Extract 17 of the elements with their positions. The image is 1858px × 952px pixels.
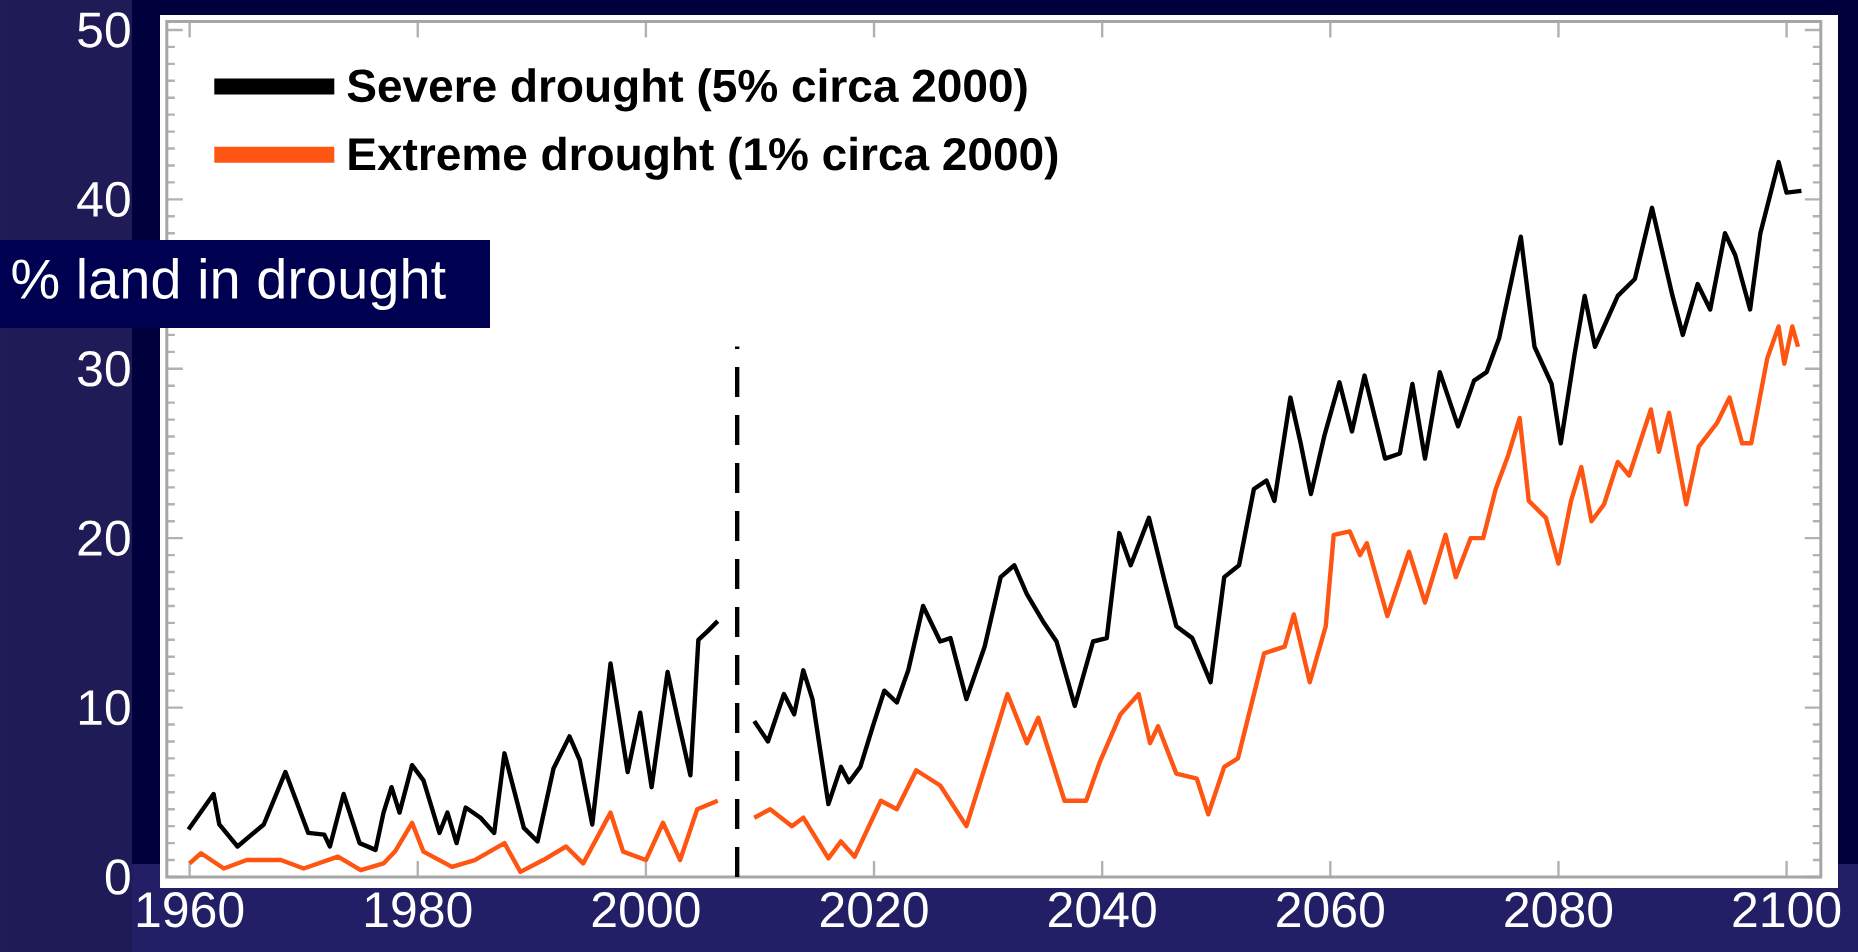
y-axis-title: % land in drought bbox=[12, 257, 446, 311]
y-tick-label: 20 bbox=[78, 520, 130, 556]
x-tick-label: 1960 bbox=[137, 892, 244, 928]
x-tick-label: 2020 bbox=[820, 892, 928, 928]
x-tick-label: 1980 bbox=[365, 892, 472, 928]
legend-label: Severe drought (5% circa 2000) bbox=[347, 68, 1027, 112]
y-tick-label: 0 bbox=[105, 859, 130, 895]
y-tick-label: 10 bbox=[79, 689, 130, 726]
y-tick-label: 40 bbox=[77, 181, 130, 218]
x-tick-label: 2000 bbox=[592, 892, 700, 928]
y-tick-label: 30 bbox=[78, 351, 130, 387]
x-tick-label: 2060 bbox=[1277, 892, 1384, 928]
x-tick-label: 2040 bbox=[1049, 892, 1156, 928]
legend-label: Extreme drought (1% circa 2000) bbox=[349, 136, 1058, 180]
y-tick-label: 50 bbox=[78, 12, 130, 48]
x-tick-label: 2100 bbox=[1733, 892, 1841, 928]
x-tick-label: 2080 bbox=[1505, 892, 1613, 928]
